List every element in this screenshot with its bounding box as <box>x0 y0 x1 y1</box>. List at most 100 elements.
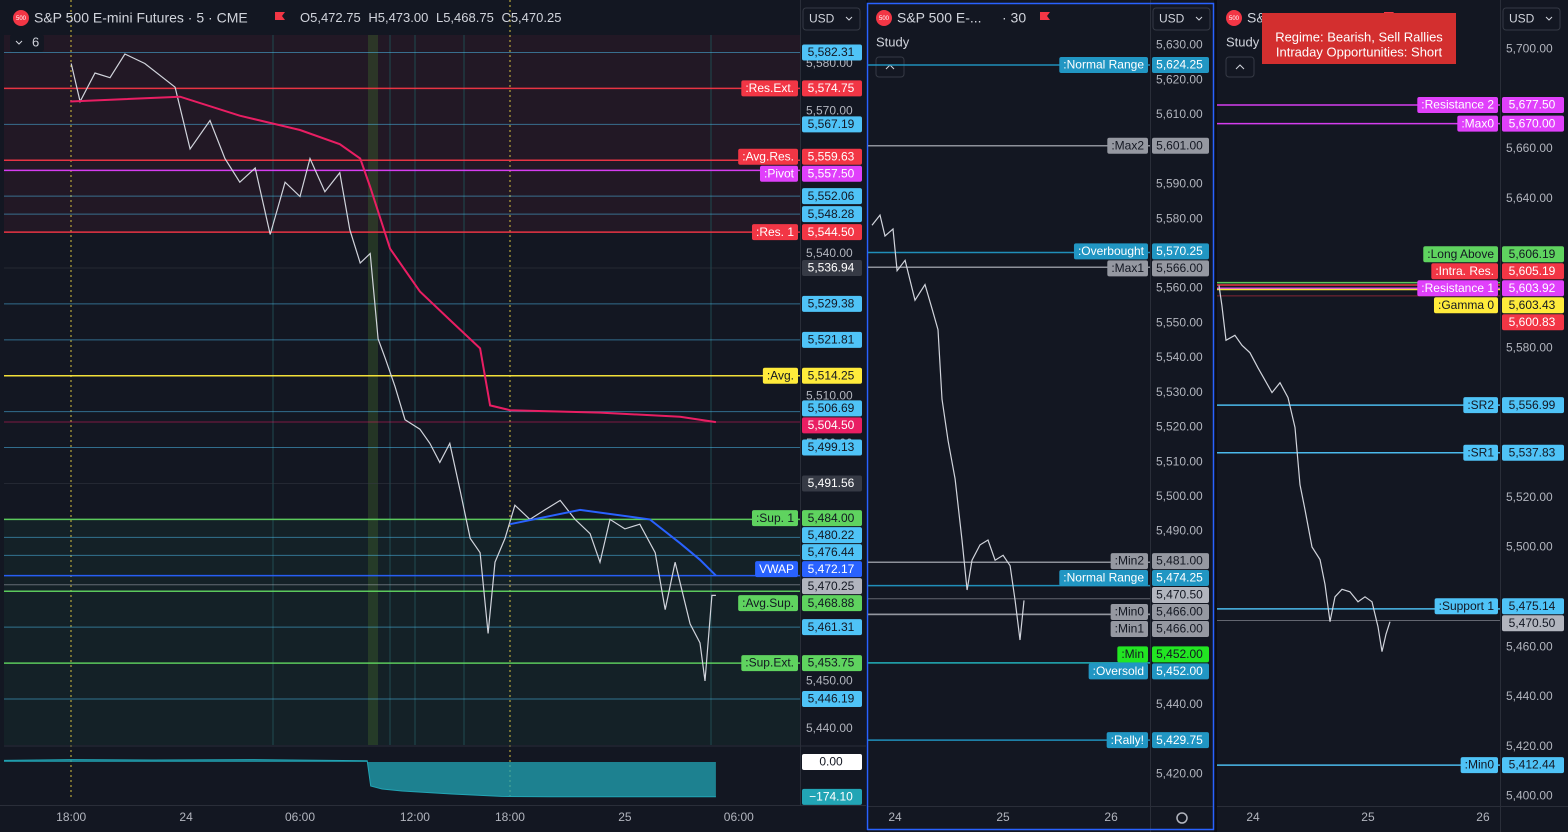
flag-icon[interactable] <box>1040 12 1050 20</box>
price-tag-value: 5,529.38 <box>808 297 855 311</box>
symbol-icon-text: 500 <box>1229 16 1240 22</box>
price-tag-value: 5,466.00 <box>1156 622 1203 636</box>
price-tag: 5,677.50:Resistance 2 <box>1417 96 1564 113</box>
price-tag-value: 5,582.31 <box>808 45 855 59</box>
active-pane-border <box>866 2 1215 831</box>
level-name: :Max0 <box>1461 116 1494 130</box>
level-name: :Resistance 1 <box>1421 281 1494 295</box>
x-tick-label: 24 <box>179 810 193 824</box>
y-tick-label: 5,450.00 <box>806 674 853 688</box>
level-name-box <box>741 655 798 672</box>
y-tick-label: 5,580.00 <box>1156 211 1203 225</box>
level-name-box <box>1433 297 1498 314</box>
price-tag-box <box>802 206 862 223</box>
price-tag-box <box>802 400 862 417</box>
price-tag-box <box>1502 615 1564 632</box>
price-tag: 5,566.00:Max1 <box>1107 260 1209 277</box>
price-tag-box <box>802 527 862 544</box>
resistance-zone <box>4 35 800 233</box>
price-tag-box <box>802 595 862 612</box>
level-name-box <box>741 80 798 97</box>
x-tick-label: 18:00 <box>495 810 525 824</box>
ohlc: O5,472.75 H5,473.00 L5,468.75 C5,470.25 <box>300 10 561 25</box>
flag-icon[interactable] <box>275 12 285 20</box>
price-tag-value: 5,603.43 <box>1509 298 1556 312</box>
pane-gap <box>1214 0 1217 832</box>
currency: USD <box>1509 12 1535 26</box>
price-tag-value: 5,504.50 <box>808 418 855 432</box>
level-name-box <box>1088 663 1148 680</box>
price-tag: 5,506.69 <box>802 400 862 417</box>
price-tag: 5,470.50 <box>1152 587 1209 604</box>
price-tag-value: 5,624.25 <box>1156 58 1203 72</box>
level-name: :Pivot <box>764 166 795 180</box>
price-tag-box <box>1152 137 1209 154</box>
level-name-box <box>1110 553 1148 570</box>
y-tick-label: 5,500.00 <box>1506 540 1553 554</box>
price-tag-box <box>802 80 862 97</box>
price-tag: 5,574.75:Res.Ext. <box>741 80 862 97</box>
currency-dropdown[interactable] <box>1502 7 1561 31</box>
price-tag-box <box>1502 96 1564 113</box>
price-tag-value: 5,470.25 <box>808 579 855 593</box>
price-tag-box <box>1502 297 1564 314</box>
price-tag: 5,452.00:Min <box>1117 646 1209 663</box>
currency-dropdown[interactable] <box>802 7 861 31</box>
price-tag-value: 5,601.00 <box>1156 138 1203 152</box>
currency: USD <box>809 12 835 26</box>
session-band <box>368 35 378 745</box>
level-name: :Rally! <box>1111 733 1144 747</box>
price-tag-value: 5,446.19 <box>808 692 855 706</box>
price-tag-box <box>802 331 862 348</box>
symbol-icon[interactable] <box>876 10 892 26</box>
price-tag-box <box>1152 587 1209 604</box>
price-tag: 5,470.25 <box>802 578 862 595</box>
oscillator-line <box>3 759 716 798</box>
symbol-icon[interactable] <box>1226 10 1242 26</box>
price-tag-box <box>1502 263 1564 280</box>
price-tag: 5,475.14:Support 1 <box>1434 598 1564 615</box>
x-tick-label: 26 <box>1476 810 1490 824</box>
price-line <box>509 508 717 577</box>
price-tag-box <box>1502 314 1564 331</box>
y-tick-label: 5,580.00 <box>1506 340 1553 354</box>
y-tick-label: 5,540.00 <box>1156 350 1203 364</box>
price-tag: 5,556.99:SR2 <box>1463 397 1564 414</box>
price-tag: 5,544.50:Res. 1 <box>751 224 862 241</box>
study-label: Study <box>1226 34 1260 49</box>
price-line <box>70 95 717 424</box>
x-tick-label: 24 <box>1246 810 1260 824</box>
price-tag: 5,470.50 <box>1502 615 1564 632</box>
price-tag-box <box>802 259 862 276</box>
price-tag: 5,536.94 <box>802 259 862 276</box>
price-tag-value: 5,461.31 <box>808 620 855 634</box>
price-tag: 5,461.31 <box>802 619 862 636</box>
level-name-box <box>1107 260 1148 277</box>
collapse-button[interactable] <box>1225 56 1255 78</box>
price-tag-value: 5,677.50 <box>1509 98 1556 112</box>
price-tag: 5,606.19:Long Above <box>1423 246 1564 263</box>
level-name: :Max1 <box>1111 261 1144 275</box>
price-tag: 5,570.25:Overbought <box>1073 243 1209 260</box>
y-tick-label: 5,550.00 <box>1156 315 1203 329</box>
price-tag-value: 0.00 <box>819 755 843 769</box>
y-tick-label: 5,440.00 <box>806 721 853 735</box>
indicator-toggle[interactable] <box>10 34 44 52</box>
level-name-box <box>1110 604 1148 621</box>
level-name: :Long Above <box>1427 247 1494 261</box>
symbol-title[interactable]: S&P 500 E-... <box>897 10 982 26</box>
collapse-button[interactable] <box>875 56 905 78</box>
settings-icon[interactable] <box>1176 812 1188 824</box>
level-name-box <box>751 224 798 241</box>
symbol-icon[interactable] <box>13 10 29 26</box>
symbol-title[interactable]: S&P 500 E-mini Futures · 5 · CME <box>34 10 248 26</box>
price-tag-value: 5,574.75 <box>808 81 855 95</box>
currency-dropdown[interactable] <box>1152 7 1211 31</box>
level-name-box <box>1073 243 1148 260</box>
price-tag-value: 5,468.88 <box>808 596 855 610</box>
ohlc-open: O5,472.75 <box>300 10 361 25</box>
price-tag-value: 5,605.19 <box>1509 264 1556 278</box>
price-tag-box <box>802 367 862 384</box>
chevron-icon <box>15 40 23 45</box>
price-tag-box <box>1152 260 1209 277</box>
